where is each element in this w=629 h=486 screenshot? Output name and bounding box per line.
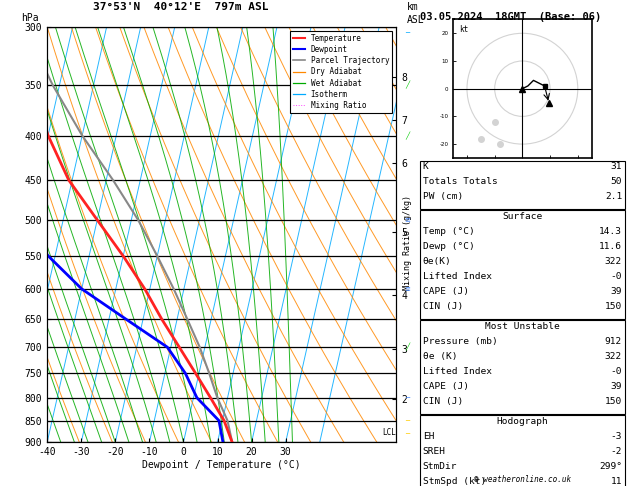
Text: 50: 50 — [611, 177, 622, 187]
Text: -3: -3 — [611, 432, 622, 441]
Text: SREH: SREH — [423, 447, 446, 456]
Text: 2.1: 2.1 — [605, 192, 622, 202]
Text: K: K — [423, 162, 428, 172]
Text: Dewp (°C): Dewp (°C) — [423, 242, 474, 251]
Text: -0: -0 — [611, 272, 622, 281]
Text: CAPE (J): CAPE (J) — [423, 287, 469, 296]
Text: 912: 912 — [605, 337, 622, 346]
Text: θe (K): θe (K) — [423, 352, 457, 361]
Text: Lifted Index: Lifted Index — [423, 272, 492, 281]
Text: ≡: ≡ — [404, 217, 411, 223]
Text: 03.05.2024  18GMT  (Base: 06): 03.05.2024 18GMT (Base: 06) — [420, 12, 601, 22]
Text: kt: kt — [459, 25, 468, 34]
Text: PW (cm): PW (cm) — [423, 192, 463, 202]
Text: Pressure (mb): Pressure (mb) — [423, 337, 498, 346]
Text: Totals Totals: Totals Totals — [423, 177, 498, 187]
Text: km: km — [407, 2, 418, 12]
Text: Lifted Index: Lifted Index — [423, 367, 492, 376]
Text: ─: ─ — [406, 395, 409, 401]
Text: © weatheronline.co.uk: © weatheronline.co.uk — [474, 474, 571, 484]
Text: Mixing Ratio (g/kg): Mixing Ratio (g/kg) — [403, 195, 412, 291]
Text: ≡: ≡ — [404, 286, 411, 292]
Text: Hodograph: Hodograph — [496, 417, 548, 426]
Legend: Temperature, Dewpoint, Parcel Trajectory, Dry Adiabat, Wet Adiabat, Isotherm, Mi: Temperature, Dewpoint, Parcel Trajectory… — [290, 31, 392, 113]
Text: 150: 150 — [605, 302, 622, 312]
Text: LCL: LCL — [382, 428, 396, 437]
Text: CIN (J): CIN (J) — [423, 397, 463, 406]
Text: 299°: 299° — [599, 462, 622, 471]
Text: ╱: ╱ — [406, 343, 409, 351]
Text: StmSpd (kt): StmSpd (kt) — [423, 477, 486, 486]
Text: 37°53'N  40°12'E  797m ASL: 37°53'N 40°12'E 797m ASL — [92, 2, 268, 12]
Text: EH: EH — [423, 432, 434, 441]
Text: 39: 39 — [611, 287, 622, 296]
Text: hPa: hPa — [21, 13, 38, 22]
Text: 11.6: 11.6 — [599, 242, 622, 251]
Text: ╱: ╱ — [406, 81, 409, 89]
Text: CIN (J): CIN (J) — [423, 302, 463, 312]
Text: -2: -2 — [611, 447, 622, 456]
Text: θe(K): θe(K) — [423, 257, 452, 266]
Text: 14.3: 14.3 — [599, 227, 622, 236]
Text: 39: 39 — [611, 382, 622, 391]
Text: Temp (°C): Temp (°C) — [423, 227, 474, 236]
X-axis label: Dewpoint / Temperature (°C): Dewpoint / Temperature (°C) — [142, 460, 301, 470]
Text: 150: 150 — [605, 397, 622, 406]
Text: 322: 322 — [605, 352, 622, 361]
Text: CAPE (J): CAPE (J) — [423, 382, 469, 391]
Text: Most Unstable: Most Unstable — [485, 322, 560, 331]
Text: 31: 31 — [611, 162, 622, 172]
Text: ─: ─ — [406, 431, 409, 437]
Text: 322: 322 — [605, 257, 622, 266]
Text: StmDir: StmDir — [423, 462, 457, 471]
Text: ASL: ASL — [407, 15, 425, 25]
Text: ╱: ╱ — [406, 131, 409, 139]
Text: Surface: Surface — [503, 212, 542, 221]
Text: 11: 11 — [611, 477, 622, 486]
Text: ─: ─ — [406, 417, 409, 424]
Text: ─: ─ — [406, 30, 409, 36]
Text: -0: -0 — [611, 367, 622, 376]
